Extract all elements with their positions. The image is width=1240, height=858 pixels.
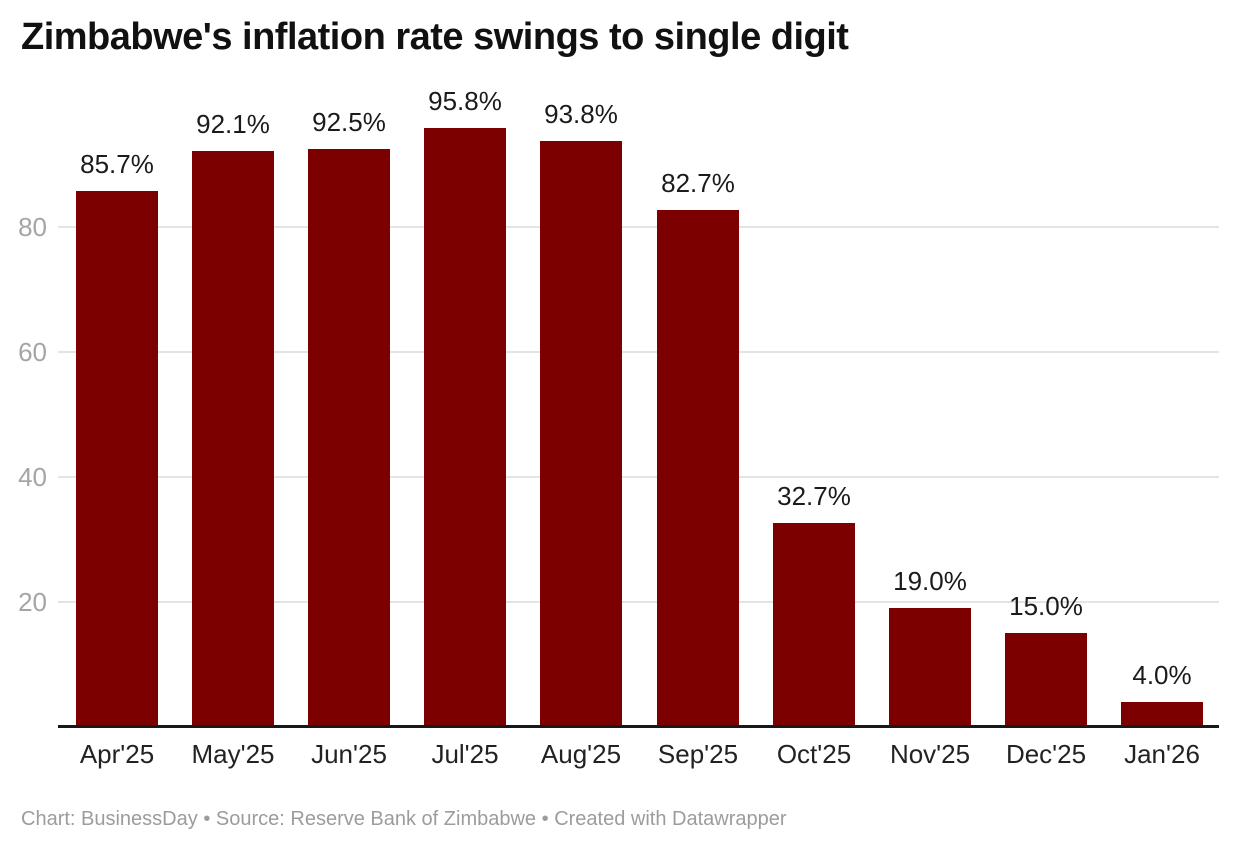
chart-footer: Chart: BusinessDay • Source: Reserve Ban… bbox=[21, 808, 787, 831]
bar bbox=[773, 523, 855, 727]
gridline bbox=[58, 351, 1219, 353]
gridline bbox=[58, 476, 1219, 478]
footer-separator: • bbox=[541, 808, 549, 830]
bar bbox=[889, 608, 971, 727]
bar-value-label: 4.0% bbox=[1132, 660, 1192, 690]
x-axis-label: Dec'25 bbox=[1005, 739, 1087, 769]
bar-value-label: 93.8% bbox=[544, 99, 618, 129]
footer-chart-credit: Chart: BusinessDay bbox=[21, 808, 198, 830]
y-axis-label: 60 bbox=[18, 337, 47, 367]
y-axis-label: 80 bbox=[18, 212, 47, 242]
bar-value-label: 85.7% bbox=[80, 149, 154, 179]
bar bbox=[76, 191, 158, 727]
bar-value-label: 32.7% bbox=[777, 481, 851, 511]
gridline bbox=[58, 226, 1219, 228]
gridline bbox=[58, 601, 1219, 603]
bar bbox=[192, 151, 274, 727]
bar bbox=[657, 210, 739, 727]
x-axis-label: Jul'25 bbox=[431, 739, 499, 769]
x-axis-label: Sep'25 bbox=[657, 739, 739, 769]
x-axis-label: Oct'25 bbox=[776, 739, 852, 769]
x-axis-label: Jun'25 bbox=[311, 739, 387, 769]
x-axis-label: Nov'25 bbox=[889, 739, 971, 769]
chart-title: Zimbabwe's inflation rate swings to sing… bbox=[21, 16, 849, 58]
bar bbox=[540, 141, 622, 727]
footer-separator: • bbox=[203, 808, 211, 830]
x-axis-label: Apr'25 bbox=[79, 739, 155, 769]
x-axis-label: Jan'26 bbox=[1124, 739, 1200, 769]
y-axis-label: 40 bbox=[18, 462, 47, 492]
bar-value-label: 82.7% bbox=[661, 168, 735, 198]
footer-source: Source: Reserve Bank of Zimbabwe bbox=[215, 808, 537, 830]
bar bbox=[424, 128, 506, 727]
bar-value-label: 15.0% bbox=[1009, 591, 1083, 621]
x-axis-label: Aug'25 bbox=[540, 739, 622, 769]
x-axis-label: May'25 bbox=[191, 739, 275, 769]
x-axis-line bbox=[58, 725, 1219, 728]
footer-created-with: Created with Datawrapper bbox=[554, 808, 787, 830]
bar bbox=[1005, 633, 1087, 727]
bar-value-label: 19.0% bbox=[893, 566, 967, 596]
bar-value-label: 92.5% bbox=[312, 107, 386, 137]
bar-value-label: 95.8% bbox=[428, 86, 502, 116]
bar bbox=[1121, 702, 1203, 727]
y-axis-label: 20 bbox=[18, 587, 47, 617]
bar bbox=[308, 149, 390, 727]
bar-value-label: 92.1% bbox=[196, 109, 270, 139]
